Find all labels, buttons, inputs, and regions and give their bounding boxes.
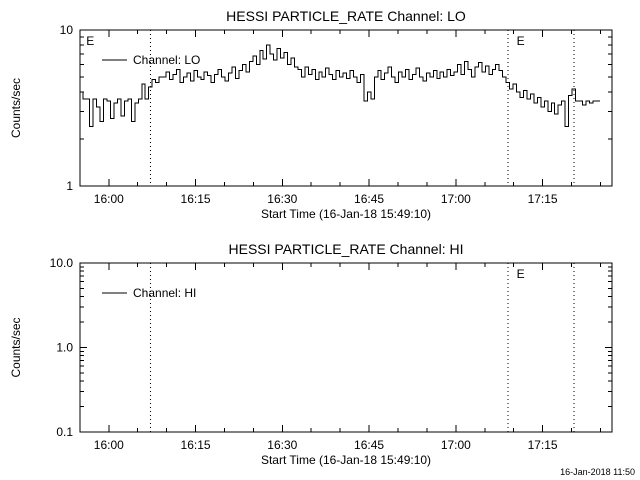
data-line <box>80 44 600 128</box>
x-tick-label: 17:00 <box>441 192 471 206</box>
y-tick-label: 10 <box>60 23 74 37</box>
y-tick-label: 0.1 <box>56 425 73 439</box>
eclipse-label: E <box>517 267 525 281</box>
y-tick-label: 1.0 <box>56 341 73 355</box>
y-tick-label: 10.0 <box>50 256 74 270</box>
legend-label: Channel: LO <box>133 53 200 67</box>
x-tick-label: 16:15 <box>181 438 211 452</box>
x-tick-label: 17:15 <box>528 192 558 206</box>
eclipse-label: E <box>517 34 525 48</box>
x-tick-label: 17:15 <box>528 438 558 452</box>
x-axis-title: Start Time (16-Jan-18 15:49:10) <box>261 207 431 221</box>
x-tick-label: 16:30 <box>267 438 297 452</box>
panel-hi: 16:00 16:15 16:30 16:45 17:00 17:15 0.1 1.0 10.0… <box>9 241 613 467</box>
plot-box <box>79 29 613 187</box>
x-axis-title: Start Time (16-Jan-18 15:49:10) <box>261 453 431 467</box>
x-tick-label: 16:00 <box>94 192 124 206</box>
plot-title: HESSI PARTICLE_RATE Channel: HI <box>229 241 464 257</box>
eclipse-label: E <box>86 34 94 48</box>
creation-timestamp: 16-Jan-2018 11:50 <box>560 467 635 477</box>
x-tick-label: 16:45 <box>354 192 384 206</box>
y-tick-label: 1 <box>66 179 73 193</box>
x-tick-label: 16:00 <box>94 438 124 452</box>
x-tick-label: 17:00 <box>441 438 471 452</box>
x-tick-label: 16:30 <box>267 192 297 206</box>
x-tick-label: 16:45 <box>354 438 384 452</box>
legend-label: Channel: HI <box>133 286 196 300</box>
y-axis-title: Counts/sec <box>9 317 23 377</box>
y-axis-title: Counts/sec <box>9 78 23 138</box>
panel-lo: 16:00 16:15 16:30 16:45 17:00 17:15 1 10 HESSI P… <box>9 8 613 221</box>
x-tick-label: 16:15 <box>181 192 211 206</box>
plot-title: HESSI PARTICLE_RATE Channel: LO <box>226 8 466 24</box>
